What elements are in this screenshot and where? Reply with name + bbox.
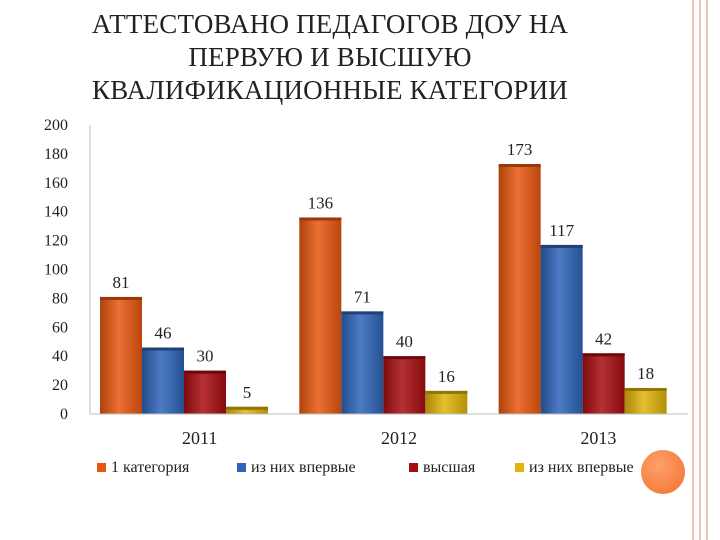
title-line-2: ПЕРВУЮ И ВЫСШУЮ xyxy=(188,42,472,72)
data-label: 18 xyxy=(637,364,654,383)
legend-label: 1 категория xyxy=(111,459,190,476)
bar-cap xyxy=(498,164,541,168)
y-tick-label: 80 xyxy=(52,290,68,307)
x-tick-label: 2012 xyxy=(381,428,417,448)
legend-label: из них впервые xyxy=(251,459,356,476)
data-label: 136 xyxy=(308,193,334,212)
bar xyxy=(184,370,226,414)
data-label: 173 xyxy=(507,140,533,159)
bar xyxy=(582,353,625,414)
legend-swatch xyxy=(237,463,246,472)
bar-cap xyxy=(226,406,268,410)
y-tick-label: 140 xyxy=(44,204,68,221)
bar-cap xyxy=(540,244,583,248)
bar-cap xyxy=(624,387,667,391)
y-tick-label: 180 xyxy=(44,146,68,163)
bar-cap xyxy=(299,217,342,221)
bar xyxy=(383,356,426,414)
title-line-1: АТТЕСТОВАНО ПЕДАГОГОВ ДОУ НА xyxy=(91,9,569,39)
legend-swatch xyxy=(409,463,418,472)
bar xyxy=(226,406,268,414)
legend-swatch xyxy=(515,463,524,472)
data-labels: 81 46 30 5 136 71 40 16 173 117 42 18 xyxy=(113,140,655,402)
legend-label: высшая xyxy=(423,459,476,476)
bar xyxy=(142,347,184,414)
data-label: 46 xyxy=(155,324,172,343)
data-label: 71 xyxy=(354,287,371,306)
bar-cap xyxy=(184,370,226,374)
bar-cap xyxy=(142,347,184,351)
bar-cap xyxy=(341,311,384,315)
decorative-line xyxy=(692,0,694,540)
data-label: 42 xyxy=(595,329,612,348)
slide-title: АТТЕСТОВАНО ПЕДАГОГОВ ДОУ НА ПЕРВУЮ И ВЫ… xyxy=(30,8,630,107)
y-axis: 0 20 40 60 80 100 120 140 160 180 200 xyxy=(44,117,91,423)
bar-cap xyxy=(582,353,625,357)
legend-swatch xyxy=(97,463,106,472)
bar-cap xyxy=(425,390,468,394)
y-tick-label: 0 xyxy=(60,406,68,423)
data-label: 40 xyxy=(396,332,413,351)
legend-label: из них впервые xyxy=(529,459,634,476)
bar xyxy=(299,217,342,414)
bars xyxy=(100,164,667,414)
legend: 1 категория из них впервые высшая из них вп… xyxy=(97,459,634,476)
data-label: 30 xyxy=(197,347,214,366)
y-tick-label: 100 xyxy=(44,262,68,279)
bar xyxy=(624,387,667,414)
y-tick-label: 60 xyxy=(52,319,68,336)
title-line-3: КВАЛИФИКАЦИОННЫЕ КАТЕГОРИИ xyxy=(91,75,568,105)
x-axis: 2011 2012 2013 xyxy=(90,413,688,448)
bar xyxy=(498,164,541,414)
data-label: 81 xyxy=(113,273,130,292)
decorative-circle xyxy=(641,450,685,494)
decorative-line xyxy=(706,0,708,540)
bar-cap xyxy=(383,356,426,360)
bar xyxy=(425,390,468,414)
data-label: 16 xyxy=(438,367,455,386)
y-tick-label: 20 xyxy=(52,377,68,394)
x-tick-label: 2013 xyxy=(580,428,616,448)
x-tick-label: 2011 xyxy=(182,428,217,448)
bar xyxy=(100,296,142,414)
y-tick-label: 200 xyxy=(44,117,68,134)
bar-cap xyxy=(100,296,142,300)
y-tick-label: 40 xyxy=(52,348,68,365)
data-label: 117 xyxy=(549,221,574,240)
bar xyxy=(540,244,583,414)
y-tick-label: 120 xyxy=(44,233,68,250)
y-tick-label: 160 xyxy=(44,175,68,192)
bar xyxy=(341,311,384,414)
data-label: 5 xyxy=(243,383,252,402)
decorative-line xyxy=(699,0,701,540)
